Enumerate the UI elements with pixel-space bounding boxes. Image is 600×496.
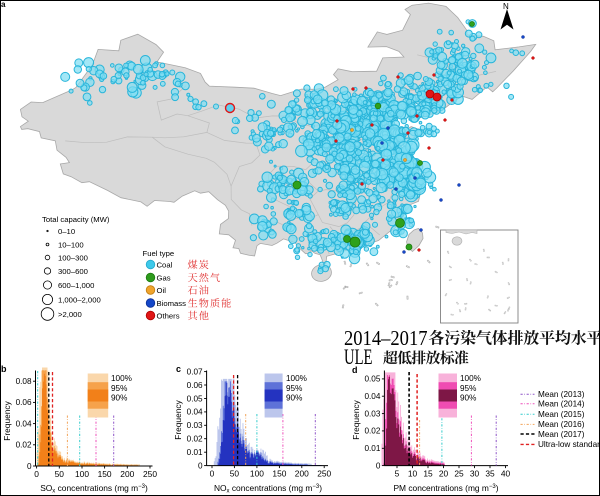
svg-text:0.07: 0.07 <box>187 367 203 376</box>
svg-text:Mean (2016): Mean (2016) <box>538 420 585 429</box>
svg-text:40: 40 <box>501 469 511 479</box>
svg-text:50: 50 <box>230 469 240 479</box>
svg-text:0.03: 0.03 <box>187 421 203 430</box>
svg-text:0.05: 0.05 <box>364 375 380 384</box>
svg-text:100%: 100% <box>460 374 481 383</box>
svg-text:95%: 95% <box>286 384 302 393</box>
svg-text:100: 100 <box>250 469 264 479</box>
svg-text:90%: 90% <box>286 393 302 402</box>
svg-text:Coal: Coal <box>157 260 173 269</box>
svg-text:50: 50 <box>55 469 65 479</box>
svg-text:0.04: 0.04 <box>187 408 203 417</box>
svg-text:100%: 100% <box>286 374 307 383</box>
svg-text:600–1,000: 600–1,000 <box>58 281 94 290</box>
svg-text:10–100: 10–100 <box>58 240 84 249</box>
svg-text:0.06: 0.06 <box>187 381 203 390</box>
svg-text:0: 0 <box>376 461 381 470</box>
svg-text:c: c <box>176 364 181 374</box>
svg-text:Frequency: Frequency <box>2 400 12 440</box>
svg-text:25: 25 <box>454 469 464 479</box>
svg-text:b: b <box>1 364 7 374</box>
svg-text:200: 200 <box>295 469 309 479</box>
svg-text:200: 200 <box>120 469 134 479</box>
svg-text:0.05: 0.05 <box>187 394 203 403</box>
svg-text:1,000–2,000: 1,000–2,000 <box>58 295 101 304</box>
svg-text:Gas: Gas <box>157 273 171 282</box>
svg-text:0.04: 0.04 <box>364 392 380 401</box>
svg-text:ULE: ULE <box>344 344 373 369</box>
svg-text:Others: Others <box>157 311 180 320</box>
svg-text:0.02: 0.02 <box>187 435 203 444</box>
svg-text:0: 0 <box>34 469 39 479</box>
svg-text:250: 250 <box>317 469 331 479</box>
svg-text:35: 35 <box>485 469 495 479</box>
svg-text:N: N <box>503 2 509 11</box>
svg-text:Ultra-low standard: Ultra-low standard <box>538 440 600 449</box>
svg-text:NOx concentrations (mg m−3): NOx concentrations (mg m−3) <box>214 483 322 495</box>
svg-text:0: 0 <box>198 461 203 470</box>
svg-text:100–300: 100–300 <box>58 253 88 262</box>
svg-text:Mean (2015): Mean (2015) <box>538 410 585 419</box>
svg-text:d: d <box>352 365 358 375</box>
svg-text:0–10: 0–10 <box>58 227 75 236</box>
svg-text:a: a <box>1 0 6 9</box>
svg-text:Mean (2017): Mean (2017) <box>538 430 585 439</box>
svg-text:0.04: 0.04 <box>16 419 32 428</box>
svg-text:90%: 90% <box>111 393 127 402</box>
svg-text:100: 100 <box>75 469 89 479</box>
svg-text:Fuel type: Fuel type <box>143 249 175 258</box>
svg-text:95%: 95% <box>460 384 476 393</box>
svg-text:0.06: 0.06 <box>16 398 32 407</box>
svg-text:95%: 95% <box>111 384 127 393</box>
svg-text:0.01: 0.01 <box>187 448 203 457</box>
svg-text:300–600: 300–600 <box>58 267 88 276</box>
svg-text:30: 30 <box>470 469 480 479</box>
svg-text:0.03: 0.03 <box>364 409 380 418</box>
svg-text:20: 20 <box>439 469 449 479</box>
svg-text:Frequency: Frequency <box>173 399 183 439</box>
svg-text:150: 150 <box>98 469 112 479</box>
svg-text:0.08: 0.08 <box>16 377 32 386</box>
svg-text:2014–2017: 2014–2017 <box>344 326 428 350</box>
svg-text:SOx concentrations (mg m−3): SOx concentrations (mg m−3) <box>40 483 148 495</box>
svg-text:>2,000: >2,000 <box>58 310 82 319</box>
svg-text:Biomass: Biomass <box>157 299 187 308</box>
svg-text:5: 5 <box>395 469 400 479</box>
svg-text:10: 10 <box>408 469 418 479</box>
svg-text:Mean (2014): Mean (2014) <box>538 400 585 409</box>
svg-text:150: 150 <box>272 469 286 479</box>
svg-text:PM concentrations (mg m−3): PM concentrations (mg m−3) <box>393 483 498 493</box>
svg-text:0.01: 0.01 <box>364 444 380 453</box>
svg-text:100%: 100% <box>111 374 132 383</box>
svg-text:Oil: Oil <box>157 286 167 295</box>
svg-text:Mean (2013): Mean (2013) <box>538 390 585 399</box>
svg-text:90%: 90% <box>460 393 476 402</box>
svg-text:0: 0 <box>27 462 32 471</box>
svg-text:Frequency: Frequency <box>351 399 361 439</box>
svg-text:0.02: 0.02 <box>16 441 32 450</box>
svg-text:0.02: 0.02 <box>364 427 380 436</box>
svg-text:15: 15 <box>423 469 433 479</box>
svg-text:250: 250 <box>143 469 157 479</box>
svg-text:Total capacity (MW): Total capacity (MW) <box>42 215 110 224</box>
svg-text:0: 0 <box>210 469 215 479</box>
